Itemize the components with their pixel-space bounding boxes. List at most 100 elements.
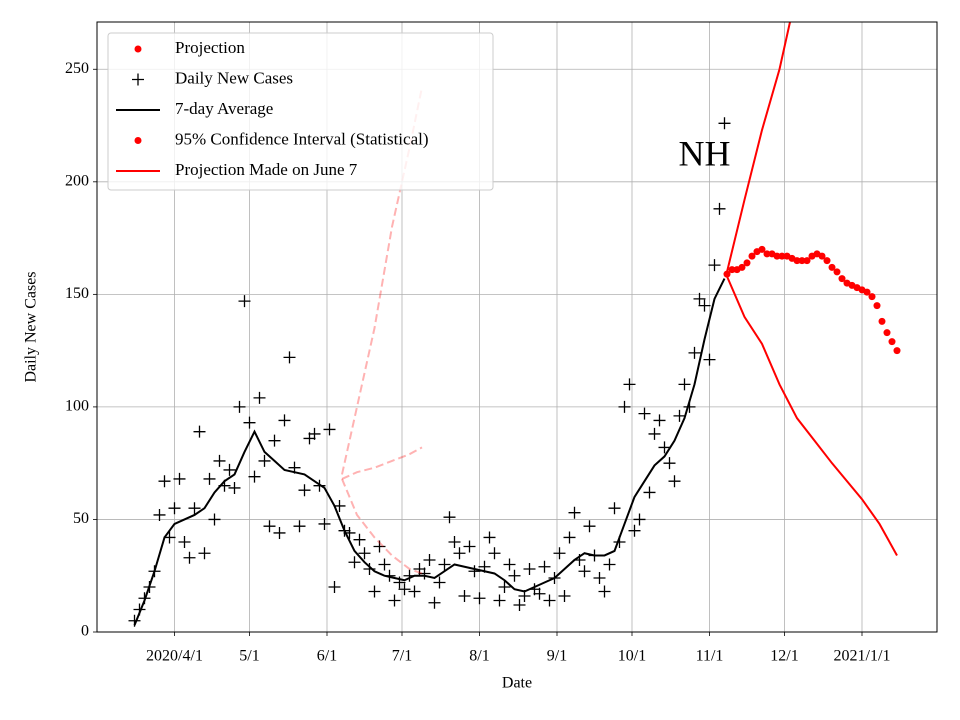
case-point xyxy=(443,511,456,524)
y-tick-label: 250 xyxy=(65,60,89,77)
case-point xyxy=(298,484,311,497)
ticks: 2020/4/1 5/1 6/1 7/1 8/1 9/1 10/1 11/1 12/1 2021/… xyxy=(65,60,890,665)
case-point xyxy=(168,502,181,515)
projection-point xyxy=(803,257,811,265)
x-tick-label: 2020/4/1 xyxy=(146,648,203,665)
case-point xyxy=(208,513,221,526)
x-tick-label: 2021/1/1 xyxy=(834,648,891,665)
case-point xyxy=(453,547,466,560)
case-point xyxy=(418,567,431,580)
case-point xyxy=(258,454,271,467)
case-point xyxy=(653,414,666,427)
case-point xyxy=(173,472,186,485)
axes-frame xyxy=(96,21,938,633)
case-point xyxy=(328,580,341,593)
case-point xyxy=(273,526,286,539)
case-point xyxy=(463,540,476,553)
case-point xyxy=(178,535,191,548)
case-point xyxy=(623,378,636,391)
projection-point xyxy=(763,250,771,258)
interval-line xyxy=(726,22,792,273)
case-point xyxy=(608,502,621,515)
case-point xyxy=(543,594,556,607)
interval-line xyxy=(726,275,898,556)
legend-box xyxy=(107,32,494,191)
case-point xyxy=(358,547,371,560)
projection-point xyxy=(728,266,736,274)
case-point xyxy=(193,425,206,438)
case-point xyxy=(423,553,436,566)
x-tick-label: 10/1 xyxy=(618,648,646,665)
projection-point xyxy=(833,268,841,276)
case-point xyxy=(433,576,446,589)
case-point xyxy=(158,475,171,488)
case-point xyxy=(558,589,571,602)
projection-point xyxy=(883,329,891,337)
projection-point xyxy=(828,263,836,271)
case-point xyxy=(703,353,716,366)
case-point xyxy=(643,486,656,499)
case-point xyxy=(283,351,296,364)
case-point xyxy=(593,571,606,584)
case-point xyxy=(473,592,486,605)
case-point xyxy=(688,346,701,359)
projection-point xyxy=(868,293,876,301)
case-point xyxy=(308,427,321,440)
case-point xyxy=(213,454,226,467)
legend-marker xyxy=(134,137,142,144)
case-point xyxy=(523,562,536,575)
case-point xyxy=(508,569,521,582)
case-point xyxy=(513,598,526,611)
case-point xyxy=(693,292,706,305)
projection-point xyxy=(888,338,896,346)
projection-point xyxy=(878,317,886,325)
plot-area xyxy=(128,22,901,627)
legend-marker xyxy=(134,45,142,53)
case-point xyxy=(448,535,461,548)
case-point xyxy=(408,585,421,598)
projection-point xyxy=(773,252,781,260)
projection-point xyxy=(798,257,806,265)
case-point xyxy=(348,556,361,569)
projection-point xyxy=(758,245,766,253)
annotation: NH xyxy=(679,133,731,173)
projection-point xyxy=(873,302,881,310)
case-point xyxy=(708,259,721,272)
case-point xyxy=(243,416,256,429)
case-point xyxy=(198,547,211,560)
projection-point xyxy=(778,252,786,260)
y-tick-label: 150 xyxy=(65,285,89,302)
case-point xyxy=(153,508,166,521)
case-point xyxy=(618,400,631,413)
case-point xyxy=(318,517,331,530)
case-point xyxy=(378,558,391,571)
case-point xyxy=(678,378,691,391)
case-point xyxy=(503,558,516,571)
case-point xyxy=(228,481,241,494)
x-tick-label: 9/1 xyxy=(547,648,567,665)
projection-point xyxy=(863,288,871,296)
case-point xyxy=(578,565,591,578)
case-point xyxy=(493,594,506,607)
legend-label: 7-day Average xyxy=(175,99,273,118)
case-point xyxy=(203,472,216,485)
case-point xyxy=(293,520,306,533)
case-point xyxy=(488,547,501,560)
legend: Projection Daily New Cases 7-day Average 95… xyxy=(107,32,494,191)
x-tick-label: 11/1 xyxy=(696,648,724,665)
case-point xyxy=(223,463,236,476)
x-tick-label: 6/1 xyxy=(317,648,337,665)
y-tick-label: 50 xyxy=(73,510,89,527)
case-point xyxy=(533,587,546,600)
case-point xyxy=(563,531,576,544)
case-point xyxy=(233,400,246,413)
case-point xyxy=(538,560,551,573)
legend-label: Projection Made on June 7 xyxy=(175,160,358,179)
x-tick-label: 12/1 xyxy=(770,648,798,665)
projection-point xyxy=(823,257,831,265)
case-point xyxy=(633,513,646,526)
legend-label: Daily New Cases xyxy=(175,68,293,87)
case-point xyxy=(598,585,611,598)
series-line xyxy=(341,446,423,480)
